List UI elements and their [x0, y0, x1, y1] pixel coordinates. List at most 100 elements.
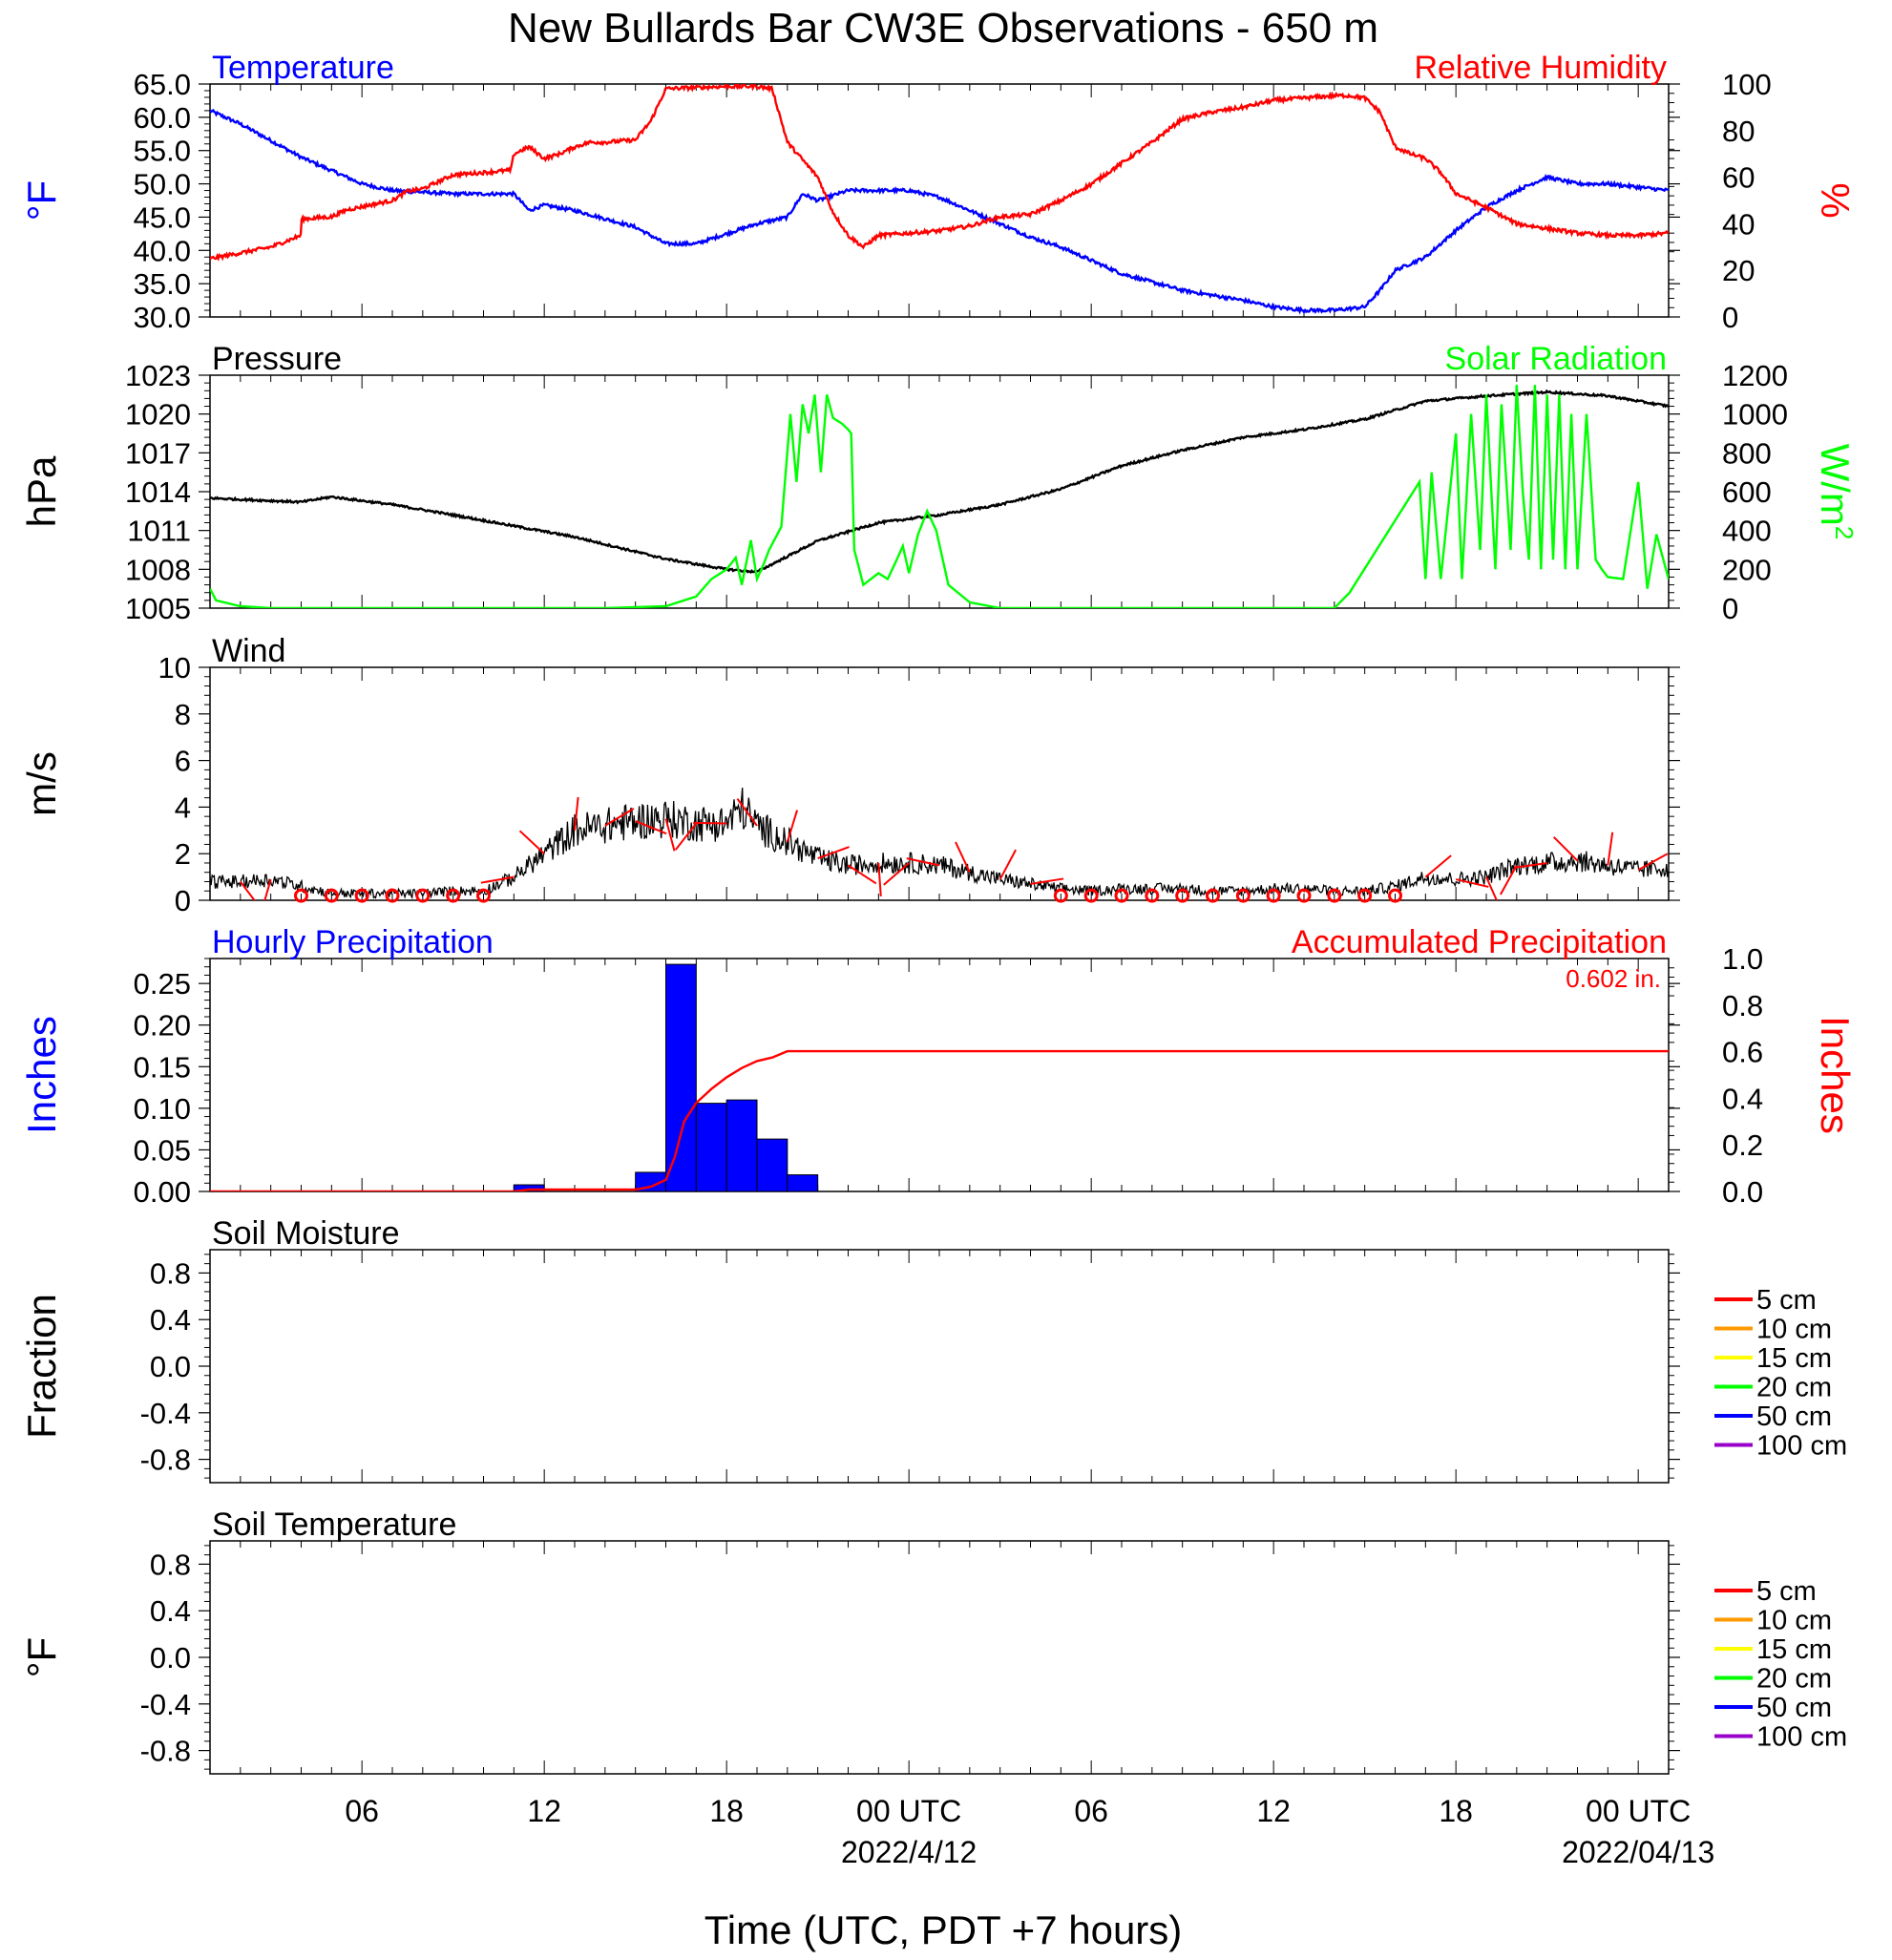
y-tick-label-left: 0.05: [134, 1133, 191, 1167]
series-line-pressure: [210, 389, 1669, 574]
series-line-temperature: [210, 108, 1669, 315]
wind-calm-marker: [1357, 888, 1373, 903]
wind-barb: [1030, 877, 1064, 885]
wind-barb: [877, 862, 882, 896]
wind-barb: [883, 862, 910, 886]
panel-wind: 0 2 4 6 8 10 Wind m/s: [19, 633, 1680, 917]
y-tick-label-left: 8: [175, 698, 191, 731]
y-tick-label-left: 40.0: [134, 234, 191, 267]
y-tick-label-right: 1.0: [1722, 942, 1763, 976]
figure-title: New Bullards Bar CW3E Observations - 650…: [508, 5, 1378, 52]
x-tick-label: 00 UTC: [1586, 1794, 1691, 1828]
y-tick-label-right: 400: [1722, 515, 1772, 548]
wind-barb: [955, 841, 971, 874]
y-axis-label-left: hPa: [19, 455, 64, 527]
wind-barb: [736, 798, 758, 827]
wind-barb: [786, 810, 799, 843]
legend-label: 20 cm: [1756, 1373, 1832, 1403]
wind-calm-marker: [1266, 888, 1281, 903]
x-date-label: 2022/04/13: [1562, 1835, 1714, 1869]
wind-barb: [999, 849, 1017, 880]
panel-title-right: Relative Humidity: [1414, 50, 1667, 86]
y-tick-label-left: 10: [158, 651, 191, 685]
wind-calm-marker: [415, 888, 431, 903]
wind-calm-marker: [1296, 888, 1312, 903]
y-tick-label-right: 800: [1722, 436, 1772, 470]
y-tick-label-left: 0.25: [134, 967, 191, 1001]
y-tick-label-left: 0.4: [150, 1594, 191, 1628]
precip-bar: [665, 963, 697, 1192]
y-tick-label-right: 1000: [1722, 398, 1788, 432]
y-tick-label-right: 0.0: [1722, 1175, 1763, 1209]
y-tick-label-left: 0.15: [134, 1050, 191, 1084]
plot-frame: [209, 1540, 1670, 1775]
panel-title-right: Solar Radiation: [1445, 341, 1667, 377]
legend-label: 10 cm: [1756, 1315, 1832, 1345]
x-tick-label: 12: [1256, 1794, 1291, 1828]
y-tick-label-left: 0.00: [134, 1175, 191, 1209]
legend-label: 20 cm: [1756, 1664, 1832, 1695]
y-tick-label-left: 0.0: [150, 1350, 191, 1383]
y-tick-label-right: 600: [1722, 475, 1772, 509]
legend-label: 5 cm: [1756, 1285, 1817, 1316]
wind-barb: [635, 820, 667, 835]
x-tick-label: 18: [1439, 1794, 1473, 1828]
y-tick-label-left: 4: [175, 790, 191, 824]
y-tick-label-left: 1020: [125, 398, 191, 432]
wind-barb: [906, 857, 940, 867]
y-tick-label-left: 65.0: [134, 68, 191, 101]
plot-frame: [209, 83, 1670, 318]
legend-label: 15 cm: [1756, 1343, 1832, 1374]
legend-label: 50 cm: [1756, 1402, 1832, 1432]
y-tick-label-left: 1014: [125, 475, 191, 509]
wind-calm-marker: [1053, 888, 1068, 903]
y-tick-label-left: 50.0: [134, 168, 191, 201]
wind-calm-marker: [1235, 888, 1251, 903]
y-axis-label-left: °F: [19, 1637, 64, 1677]
y-tick-label-right: 0: [1722, 592, 1738, 625]
y-tick-label-left: 0.20: [134, 1009, 191, 1043]
y-tick-label-left: 55.0: [134, 135, 191, 168]
panel-precipitation: 0.00 0.05 0.10 0.15 0.20 0.25 0.0 0.2 0.4 0.6 0.8 1…: [19, 924, 1858, 1209]
x-tick-label: 18: [709, 1794, 744, 1828]
y-tick-label-left: -0.8: [140, 1735, 191, 1768]
wind-barb: [693, 821, 727, 825]
panel-pressure-solar: 1005 1008 1011 1014 1017 1020 1023 0 200 400 600 80…: [19, 341, 1859, 625]
series-line-solar-radiation: [210, 385, 1669, 608]
wind-barb: [240, 880, 256, 900]
y-tick-label-right: 0.2: [1722, 1128, 1763, 1162]
y-tick-label-right: 60: [1722, 161, 1755, 195]
y-tick-label-left: 1005: [125, 592, 191, 625]
y-tick-label-left: 0.8: [150, 1256, 191, 1290]
y-tick-label-right: 0.6: [1722, 1036, 1763, 1069]
panel-title-left: Wind: [212, 633, 285, 669]
y-tick-label-left: 0.10: [134, 1092, 191, 1126]
y-tick-label-left: 45.0: [134, 200, 191, 234]
y-tick-label-right: 80: [1722, 115, 1755, 148]
y-tick-label-left: 0.0: [150, 1641, 191, 1675]
x-tick-label: 12: [527, 1794, 561, 1828]
y-axis-label-left: Inches: [19, 1016, 64, 1134]
wind-barb: [674, 822, 698, 851]
legend-label: 100 cm: [1756, 1431, 1847, 1462]
legend-label: 100 cm: [1756, 1722, 1847, 1753]
series-line-wind: [210, 788, 1669, 899]
y-tick-label-left: 2: [175, 837, 191, 871]
wind-calm-marker: [294, 888, 308, 903]
precip-bar: [756, 1138, 788, 1192]
panel-title-left: Temperature: [212, 50, 394, 86]
y-tick-label-left: 60.0: [134, 101, 191, 135]
precip-bar: [695, 1103, 727, 1192]
legend-label: 10 cm: [1756, 1606, 1832, 1636]
wind-barb: [1455, 878, 1489, 888]
x-date-label: 2022/4/12: [841, 1835, 977, 1869]
wind-barb: [1424, 854, 1452, 878]
x-tick-label: 06: [345, 1794, 379, 1828]
y-axis-label-left: m/s: [19, 751, 64, 816]
wind-barb: [604, 808, 635, 827]
series-line-relative-humidity: [210, 84, 1669, 262]
precip-bar: [513, 1184, 545, 1192]
y-tick-label-right: 40: [1722, 207, 1755, 241]
y-tick-label-right: 1200: [1722, 359, 1788, 392]
precip-bar: [787, 1174, 819, 1192]
